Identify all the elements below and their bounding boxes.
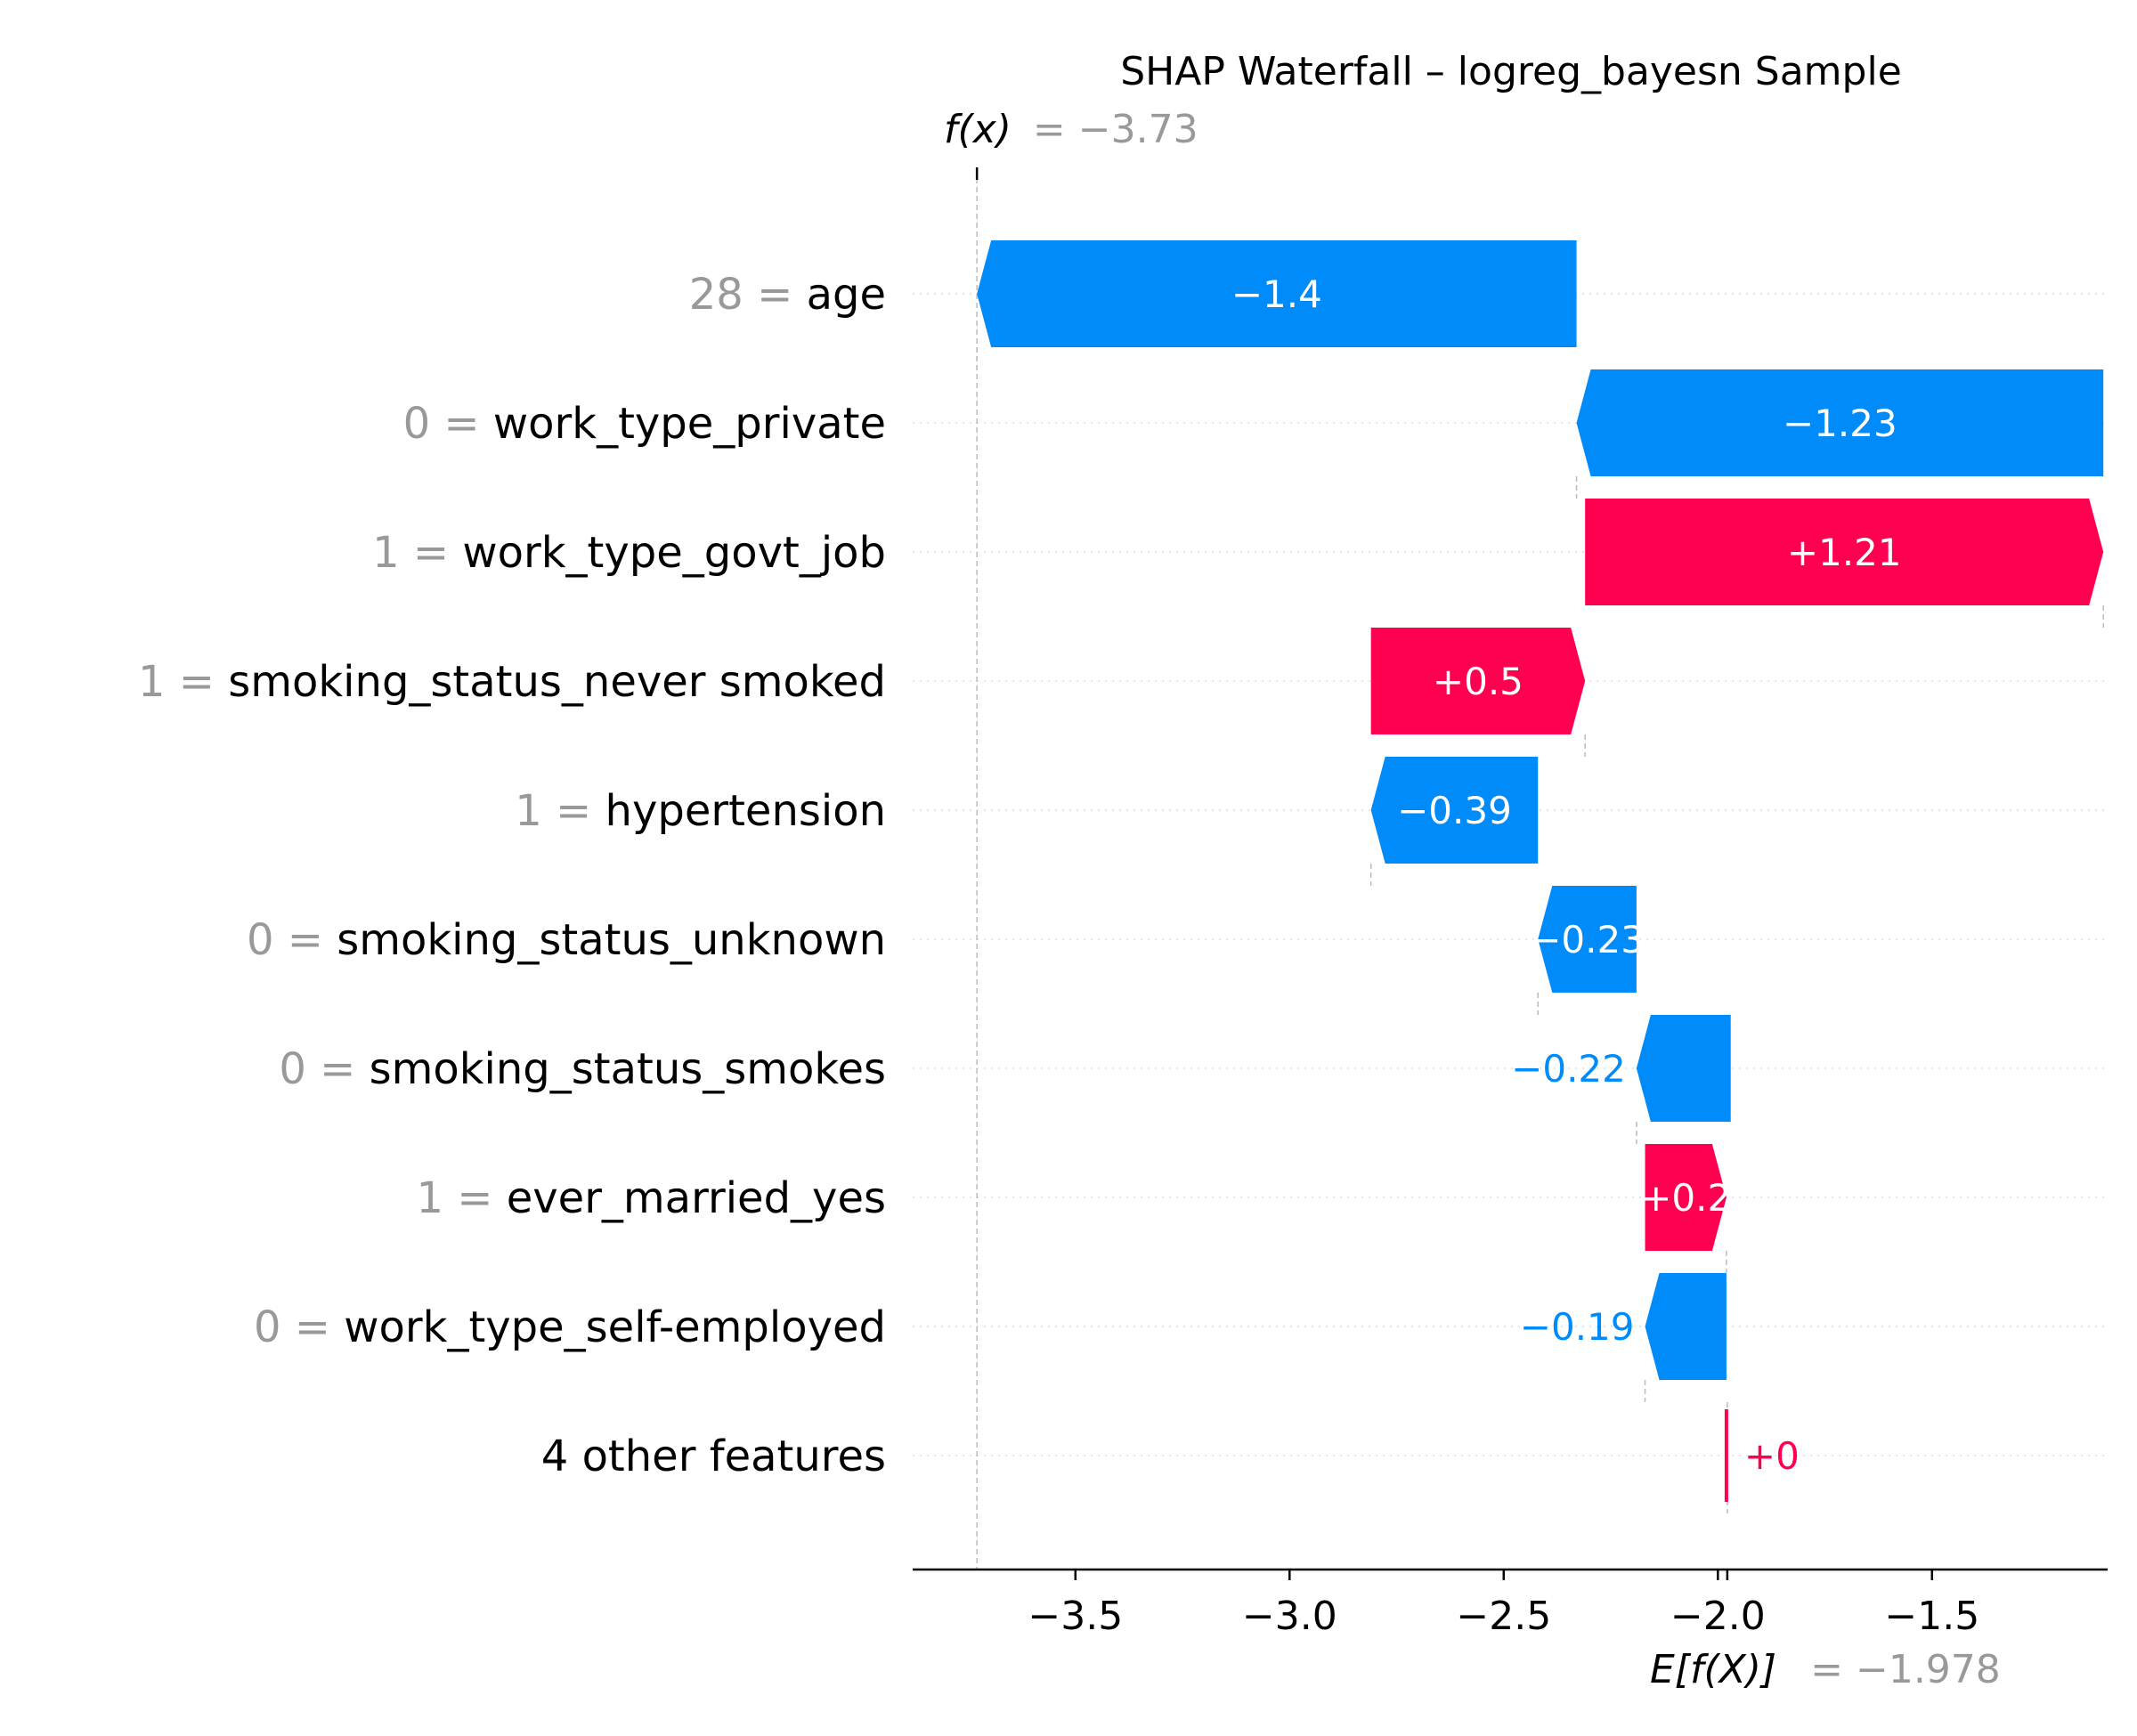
feature-label: 1 = work_type_govt_job (372, 528, 886, 578)
feature-label: 1 = hypertension (515, 786, 886, 836)
bar-value-label: −1.4 (1231, 272, 1322, 316)
feature-name: 4 other features (541, 1432, 886, 1481)
fx-value: = −3.73 (1033, 107, 1199, 152)
feature-value: 1 = (372, 528, 462, 578)
bar-4 (1370, 628, 1586, 734)
bar-8 (1645, 1144, 1727, 1251)
ex-label: E[f(X)] (1650, 1647, 1776, 1692)
bar-1 (977, 240, 1577, 347)
feature-label: 1 = ever_married_yes (416, 1173, 886, 1223)
feature-name: smoking_status_smokes (370, 1044, 886, 1094)
x-tick-label: −3.5 (1028, 1594, 1123, 1639)
x-tick-label: −1.5 (1884, 1594, 1979, 1639)
fx-label: f(x) (944, 107, 1012, 152)
x-axis-ticks: −3.5 −3.0 −2.5 −2.0 −1.5 (1028, 1570, 1979, 1639)
feature-name: work_type_self-employed (344, 1302, 886, 1352)
feature-label: 28 = age (689, 270, 886, 320)
feature-name: smoking_status_never smoked (228, 657, 886, 707)
feature-name: hypertension (605, 786, 886, 836)
feature-name: smoking_status_unknown (337, 915, 886, 965)
feature-label: 1 = smoking_status_never smoked (138, 657, 886, 707)
feature-value: 1 = (138, 657, 228, 707)
x-tick-label: −2.0 (1670, 1594, 1766, 1639)
bar-value-label: +0.5 (1433, 660, 1524, 703)
fx-annotation: f(x) = −3.73 (944, 107, 1199, 152)
feature-value: 1 = (515, 786, 605, 836)
feature-value: 28 = (689, 270, 807, 320)
x-tick-label: −3.0 (1242, 1594, 1337, 1639)
feature-name: work_type_govt_job (462, 528, 886, 578)
feature-value: 1 = (416, 1173, 506, 1223)
feature-value: 0 = (247, 915, 337, 965)
feature-label: 0 = smoking_status_smokes (279, 1044, 886, 1094)
bar-value-label: +0 (1744, 1434, 1800, 1478)
bar-value-label: −0.23 (1530, 918, 1645, 961)
bar-value-label: +1.21 (1787, 531, 1902, 574)
ex-value: = −1.978 (1810, 1647, 2001, 1692)
feature-value: 0 = (279, 1044, 369, 1094)
feature-name: age (807, 270, 886, 320)
feature-label: 0 = smoking_status_unknown (247, 915, 886, 965)
feature-labels: 28 = age 0 = work_type_private 1 = work_ty… (138, 270, 886, 1481)
bar-value-label: −0.19 (1520, 1305, 1635, 1349)
bar-2 (1576, 369, 2104, 476)
bar-value-label: −1.23 (1783, 402, 1897, 445)
bar-9 (1645, 1273, 1727, 1380)
feature-label: 0 = work_type_private (403, 399, 886, 449)
chart-title: SHAP Waterfall – logreg_bayesn Sample (1120, 49, 1902, 94)
bar-value-label: +0.2 (1640, 1176, 1731, 1220)
bar-3 (1585, 499, 2104, 605)
bar-value-label: −0.39 (1397, 789, 1512, 832)
feature-name: work_type_private (493, 399, 886, 449)
feature-label: 4 other features (541, 1432, 886, 1481)
feature-value: 0 = (403, 399, 493, 449)
feature-label: 0 = work_type_self-employed (254, 1302, 886, 1352)
feature-value: 0 = (254, 1302, 344, 1352)
bar-7 (1636, 1015, 1731, 1122)
bar-value-label: −0.22 (1511, 1047, 1626, 1091)
x-tick-label: −2.5 (1456, 1594, 1551, 1639)
ex-annotation: E[f(X)] = −1.978 (1650, 1647, 2001, 1692)
bar-6 (1538, 886, 1637, 993)
bar-5 (1370, 757, 1539, 864)
bars: −1.4 −1.23 +1.21 +0.5 −0.39 −0.23 −0.22 +0.2 −0.… (977, 240, 2104, 1502)
feature-name: ever_married_yes (507, 1173, 886, 1223)
